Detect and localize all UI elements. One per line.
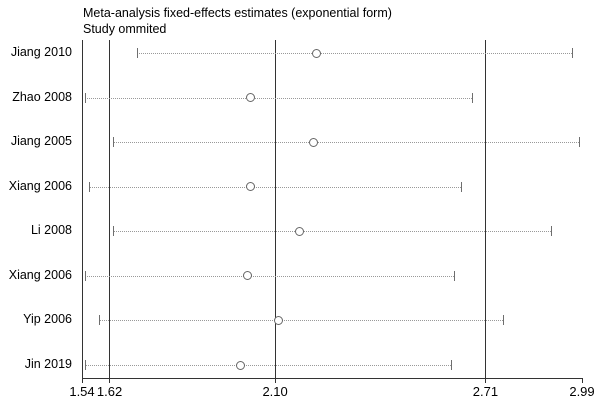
ci-lower-cap xyxy=(85,360,87,370)
ci-upper-cap xyxy=(454,270,456,281)
ci-dotted-line xyxy=(88,186,462,188)
estimate-marker xyxy=(243,271,253,281)
ci-lower-cap xyxy=(137,48,139,58)
ci-upper-cap xyxy=(571,48,573,58)
study-label: Jiang 2005 xyxy=(10,134,72,149)
ci-dotted-line xyxy=(113,142,579,144)
x-tick-mark xyxy=(109,378,111,383)
ci-dotted-line xyxy=(85,97,472,99)
reference-line xyxy=(109,40,111,383)
ci-dotted-line xyxy=(99,320,503,322)
study-label: Li 2008 xyxy=(30,223,72,238)
x-tick-mark xyxy=(274,378,276,383)
y-axis xyxy=(82,40,83,383)
ci-lower-cap xyxy=(88,181,90,192)
x-tick-mark xyxy=(81,378,83,383)
estimate-marker xyxy=(294,226,304,236)
ci-lower-cap xyxy=(99,315,101,326)
ci-lower-cap xyxy=(85,270,87,281)
ci-upper-cap xyxy=(471,92,473,103)
chart-title: Meta-analysis fixed-effects estimates (e… xyxy=(83,6,392,20)
study-label: Yip 2006 xyxy=(23,312,72,327)
x-tick-label: 2.71 xyxy=(472,384,499,399)
ci-lower-cap xyxy=(113,226,115,237)
ci-dotted-line xyxy=(85,365,451,366)
ci-upper-cap xyxy=(550,226,552,237)
reference-line xyxy=(484,40,486,383)
study-label: Jin 2019 xyxy=(24,357,72,371)
ci-dotted-line xyxy=(85,275,455,277)
ci-dotted-line xyxy=(113,231,551,233)
x-tick-mark xyxy=(581,378,583,383)
estimate-marker xyxy=(311,48,321,58)
study-labels-column: Jiang 2010 Zhao 2008 Jiang 2005 Xiang 2006 L… xyxy=(0,40,76,378)
x-tick-label: 2.10 xyxy=(262,384,288,399)
x-axis xyxy=(82,378,583,379)
x-tick-mark xyxy=(484,378,486,383)
study-label: Jiang 2010 xyxy=(10,45,72,59)
ci-dotted-line xyxy=(137,53,572,54)
reference-line xyxy=(274,40,276,383)
ci-upper-cap xyxy=(578,137,580,148)
ci-upper-cap xyxy=(461,181,463,192)
x-tick-label: 1.62 xyxy=(96,384,123,399)
chart-subtitle: Study ommited xyxy=(83,22,167,36)
estimate-marker xyxy=(246,182,256,192)
estimate-marker xyxy=(274,315,284,325)
study-label: Xiang 2006 xyxy=(8,178,72,193)
ci-lower-cap xyxy=(113,137,115,148)
plot-area: 1.54 1.62 2.10 2.71 2.99 xyxy=(69,40,595,399)
study-label: Zhao 2008 xyxy=(12,89,72,104)
ci-lower-cap xyxy=(85,92,87,103)
study-label: Xiang 2006 xyxy=(8,267,72,282)
ci-upper-cap xyxy=(502,315,504,326)
estimate-marker xyxy=(236,360,246,370)
x-tick-label: 2.99 xyxy=(569,384,595,399)
x-tick-label: 1.54 xyxy=(69,384,95,399)
ci-upper-cap xyxy=(450,360,452,370)
estimate-marker xyxy=(308,137,318,147)
estimate-marker xyxy=(246,93,256,103)
